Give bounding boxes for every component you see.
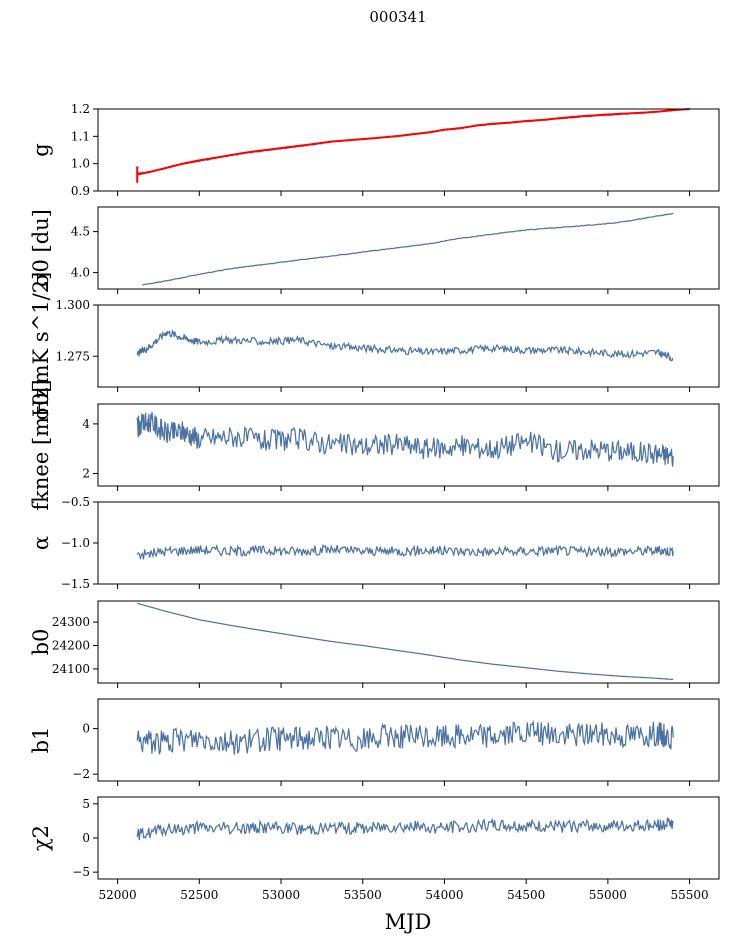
y-axis-label-5: α: [29, 536, 53, 550]
panel-4: 2 4 fknee [mHz]: [29, 379, 720, 511]
series-line-6: [137, 602, 674, 681]
panel-5: −1.5 −1.0 −0.5 α: [29, 495, 720, 591]
y-tick-label: 0: [82, 722, 90, 736]
y-tick-label: 2: [82, 467, 90, 481]
y-tick-label: 1.1: [71, 129, 90, 143]
x-tick-label: 55500: [670, 888, 708, 902]
y-tick-label: −2: [72, 767, 90, 781]
y-tick-label: 0.9: [71, 184, 90, 198]
y-tick-label: 1.0: [71, 157, 90, 171]
y-axis-label-4: fknee [mHz]: [29, 379, 53, 510]
figure-title: 000341: [369, 8, 426, 26]
y-axis-label-2: σ0 [du]: [29, 209, 53, 287]
y-tick-label: 0: [82, 831, 90, 845]
axes-frame-3: [97, 304, 720, 388]
panel-1: 0.9 1.0 1.1 1.2 g: [29, 102, 720, 198]
axes-frame-2: [97, 206, 720, 290]
x-tick-label: 53500: [344, 888, 382, 902]
y-tick-label: −5: [72, 865, 90, 879]
series-line-3: [136, 328, 674, 362]
series-line-5: [136, 543, 674, 561]
series-line-4: [136, 411, 674, 467]
axes-frame-5: [97, 501, 720, 585]
axes-frame-7: [97, 698, 720, 782]
y-tick-label: 4.0: [71, 266, 90, 280]
x-tick-label: 52000: [99, 888, 137, 902]
y-tick-label: −1.0: [61, 536, 90, 550]
y-tick-label: 4.5: [71, 225, 90, 239]
y-tick-label: −0.5: [61, 495, 90, 509]
axes-frame-1: [97, 108, 720, 192]
series-line-7: [136, 719, 674, 755]
x-tick-label: 54000: [425, 888, 463, 902]
y-tick-label: 24200: [52, 639, 90, 653]
y-tick-label: 24100: [52, 662, 90, 676]
y-tick-label: 1.2: [71, 102, 90, 116]
y-axis-label-7: b1: [29, 727, 53, 754]
panel-2: 4.0 4.5 σ0 [du]: [29, 206, 720, 294]
y-tick-label: 1.275: [56, 349, 90, 363]
y-tick-label: −1.5: [61, 577, 90, 591]
x-tick-label: 54500: [507, 888, 545, 902]
x-axis-label: MJD: [385, 910, 432, 934]
axes-frame-6: [97, 600, 720, 684]
panels: 0.9 1.0 1.1 1.2 g 4.0 4.5 σ0 [du] 1.275 1.300σ0[m…: [29, 102, 720, 902]
x-tick-label: 55000: [589, 888, 627, 902]
x-tick-label: 52500: [180, 888, 218, 902]
axes-frame-8: [97, 796, 720, 880]
series-line-2: [142, 212, 674, 286]
x-tick-label: 53000: [262, 888, 300, 902]
fit-line-1: [136, 108, 690, 176]
panel-8: −5 0 5 χ2: [29, 796, 720, 884]
y-axis-label-8: χ2: [29, 825, 53, 851]
y-tick-label: 5: [82, 797, 90, 811]
y-axis-label-6: b0: [29, 629, 53, 656]
y-tick-label: 24300: [52, 615, 90, 629]
axes-frame-4: [97, 403, 720, 487]
y-tick-label: 4: [82, 417, 90, 431]
series-line-8: [136, 817, 674, 841]
series-line-1: [137, 109, 674, 175]
panel-7: −2 0 b1: [29, 698, 720, 786]
y-tick-label: 1.300: [56, 298, 90, 312]
y-axis-label-1: g: [29, 143, 53, 156]
y-axis-label-3: σ0[mK s^1/2]: [29, 272, 53, 421]
